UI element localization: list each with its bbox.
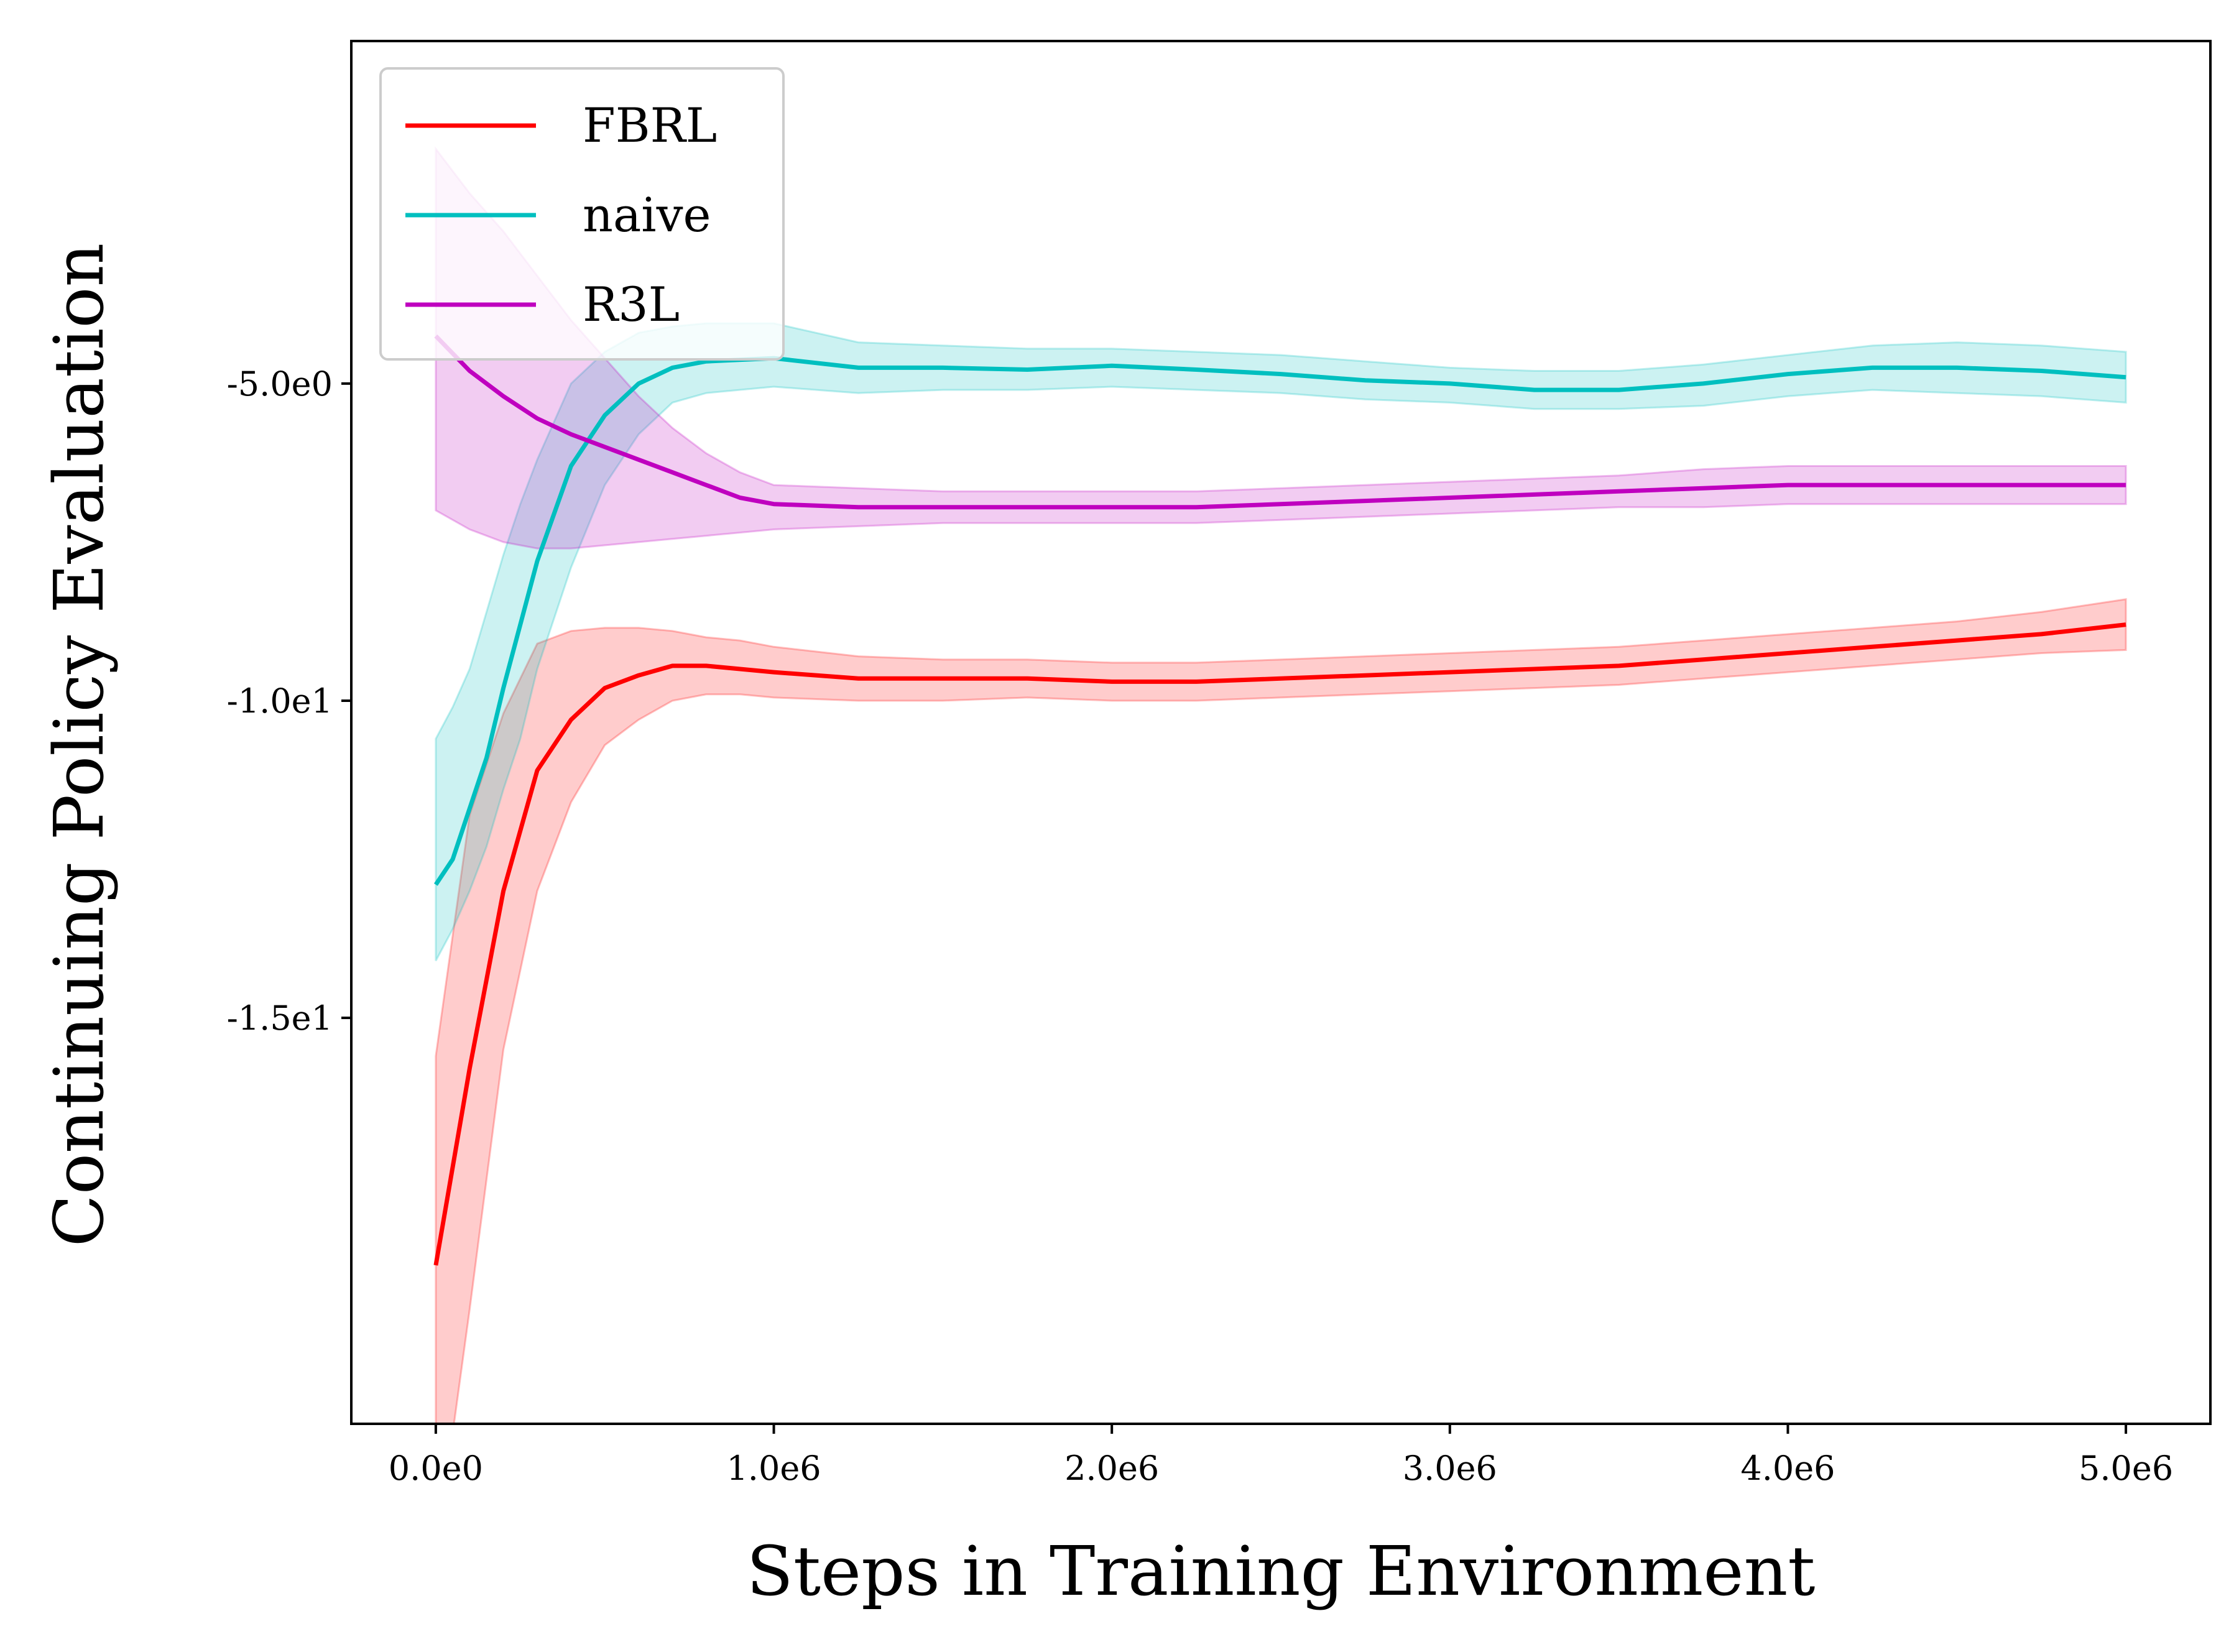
legend-label-r3l: R3L xyxy=(583,277,680,332)
y-tick-label: -1.5e1 xyxy=(227,999,333,1038)
legend-box xyxy=(379,67,785,361)
series-line-fbrl xyxy=(433,622,2126,1266)
band-fbrl xyxy=(435,598,2127,1424)
y-tick-label: -5.0e0 xyxy=(227,364,333,404)
x-tick-label: 1.0e6 xyxy=(726,1449,821,1488)
legend-label-fbrl: FBRL xyxy=(583,98,717,153)
x-tick-label: 5.0e6 xyxy=(2079,1449,2173,1488)
series-line-r3l xyxy=(434,334,2126,510)
y-tick-label: -1.0e1 xyxy=(227,681,333,721)
plot-frame xyxy=(350,40,2212,1425)
x-tick-label: 2.0e6 xyxy=(1064,1449,1159,1488)
band-r3l xyxy=(435,145,2127,550)
series-lines xyxy=(433,334,2126,1266)
y-axis-title: Continuing Policy Evaluation xyxy=(39,243,119,1247)
x-axis-title: Steps in Training Environment xyxy=(746,1531,1815,1611)
legend: FBRL naive R3L xyxy=(379,67,785,361)
legend-label-naive: naive xyxy=(583,187,711,242)
x-tick-label: 4.0e6 xyxy=(1740,1449,1835,1488)
y-axis: -5.0e0 -1.0e1 -1.5e1 xyxy=(227,364,351,1038)
x-axis: 0.0e0 1.0e6 2.0e6 3.0e6 4.0e6 5.0e6 xyxy=(389,1424,2173,1488)
x-tick-label: 3.0e6 xyxy=(1403,1449,1497,1488)
series-line-naive xyxy=(433,356,2126,886)
x-tick-label: 0.0e0 xyxy=(389,1449,483,1488)
